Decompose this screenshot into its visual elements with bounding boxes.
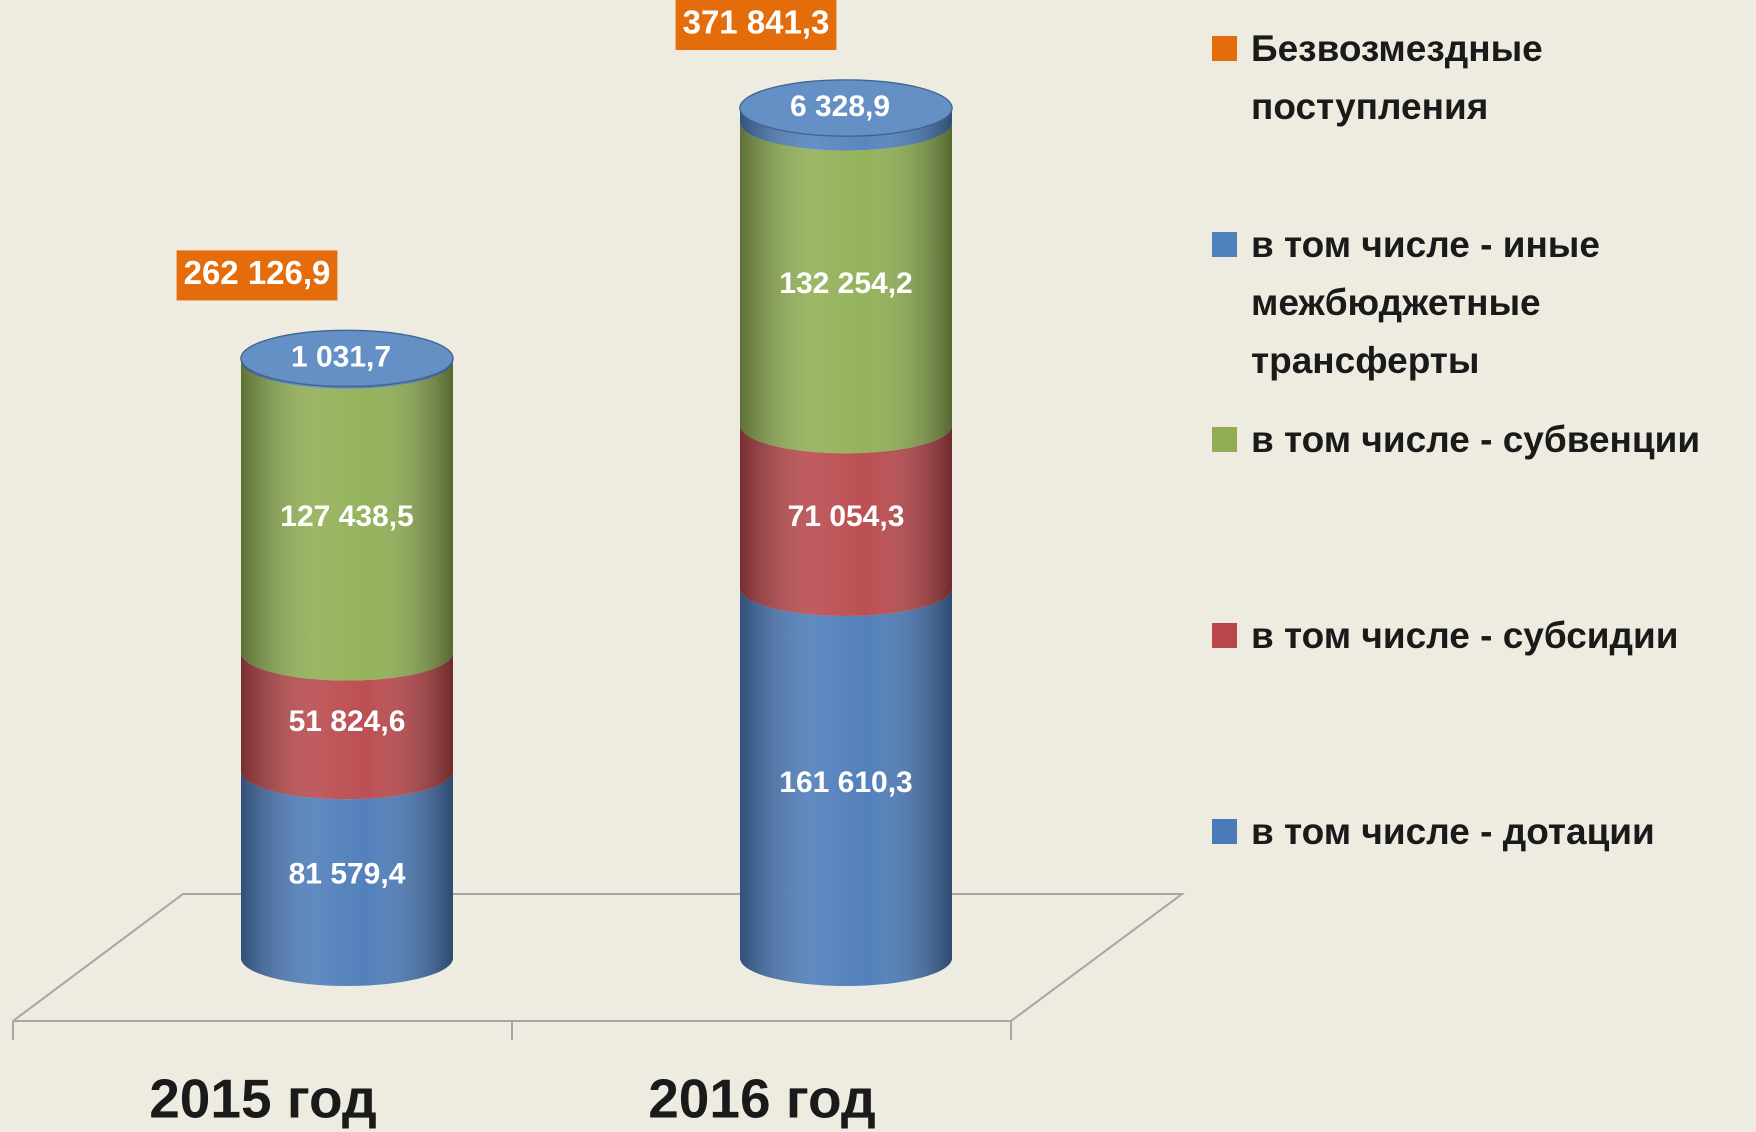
segment-shade (241, 360, 453, 681)
legend-item: в том числе - иные межбюджетные трансфер… (1212, 216, 1752, 390)
value-label: 161 610,3 (779, 766, 912, 799)
segment-shade (740, 122, 953, 454)
total-box (176, 250, 338, 301)
legend-swatch (1212, 232, 1237, 257)
cap-shade (740, 80, 952, 136)
value-label: 132 254,2 (779, 267, 912, 300)
value-label: 1 031,7 (291, 340, 391, 373)
segment-shade (241, 652, 453, 800)
floor (12, 893, 1186, 1040)
value-label: 127 438,5 (280, 500, 413, 533)
x-tick-label: 2016 год (648, 1068, 876, 1130)
value-label: 71 054,3 (788, 500, 905, 533)
legend-label: в том числе - субвенции (1251, 419, 1701, 460)
total-label: 371 841,3 (683, 4, 830, 41)
legend-swatch (1212, 36, 1237, 61)
cap-shade (241, 330, 453, 387)
legend-label: в том числе - субсидии (1251, 615, 1679, 656)
legend-label: в том числе - дотации (1251, 811, 1655, 852)
legend-label: Безвозмездные поступления (1251, 28, 1543, 127)
legend-swatch (1212, 819, 1237, 844)
legend-swatch (1212, 427, 1237, 452)
total-box (675, 0, 837, 50)
legend-item: в том числе - субсидии (1212, 607, 1752, 665)
value-label: 81 579,4 (289, 858, 406, 891)
legend-swatch (1212, 623, 1237, 648)
x-tick-label: 2015 год (149, 1068, 377, 1130)
segment-shade (740, 108, 952, 151)
floor-outline (12, 893, 1186, 1022)
value-label: 6 328,9 (790, 90, 890, 123)
segment-shade (740, 425, 953, 616)
segment-shade (241, 771, 453, 986)
segment-shade (740, 587, 953, 986)
legend-item: в том числе - дотации (1212, 803, 1752, 861)
total-label: 262 126,9 (184, 254, 331, 291)
cylinder-cap (240, 329, 454, 388)
legend-label: в том числе - иные межбюджетные трансфер… (1251, 224, 1600, 381)
value-label: 51 824,6 (289, 705, 406, 738)
cylinder-cap (739, 79, 953, 137)
legend-item: в том числе - субвенции (1212, 411, 1752, 469)
legend-item: Безвозмездные поступления (1212, 20, 1752, 136)
